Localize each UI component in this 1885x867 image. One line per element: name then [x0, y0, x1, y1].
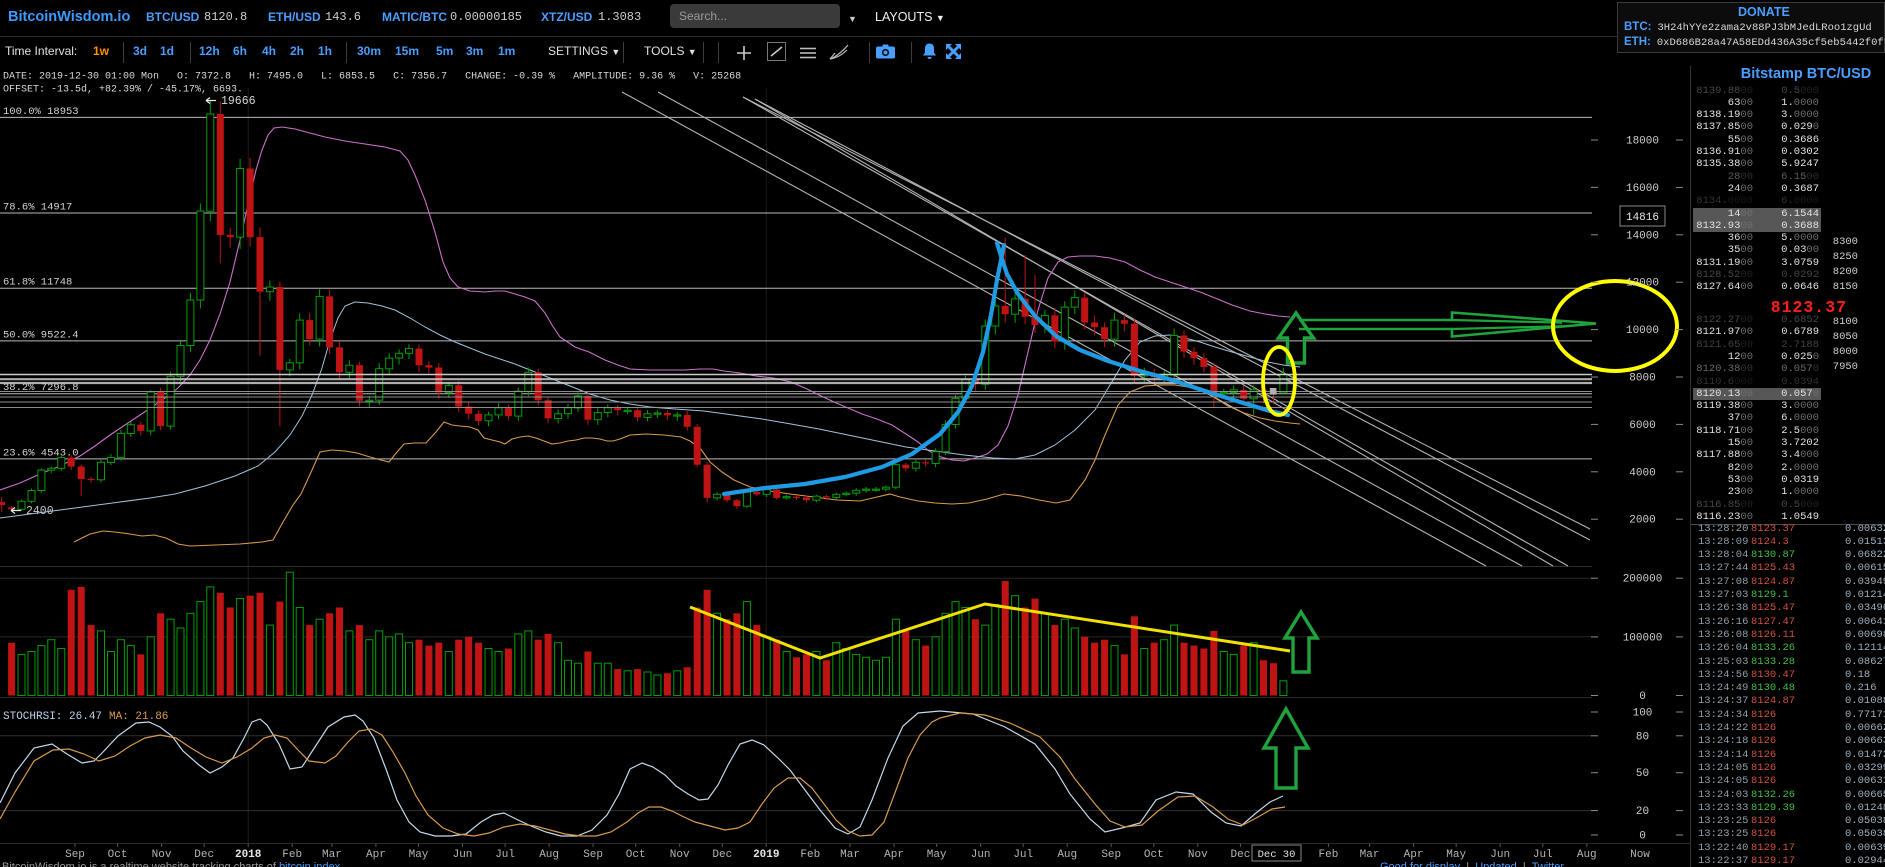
svg-text:Aug: Aug — [1577, 849, 1597, 861]
svg-text:20: 20 — [1636, 806, 1649, 818]
svg-text:18000: 18000 — [1626, 136, 1659, 148]
svg-text:2400: 2400 — [26, 505, 54, 518]
svg-text:Nov: Nov — [152, 849, 172, 861]
svg-text:0: 0 — [1639, 831, 1646, 843]
svg-text:Mar: Mar — [1360, 849, 1380, 861]
svg-text:12000: 12000 — [1626, 278, 1659, 290]
svg-text:0: 0 — [1639, 691, 1646, 703]
svg-text:100000: 100000 — [1623, 632, 1663, 644]
svg-text:Nov: Nov — [1188, 849, 1208, 861]
svg-text:78.6% 14917: 78.6% 14917 — [3, 202, 72, 214]
svg-text:DATE: 2019-12-30 01:00 Mon O: DATE: 2019-12-30 01:00 Mon O: 7372.8 H: … — [3, 72, 741, 83]
svg-text:Jul: Jul — [1533, 849, 1553, 861]
svg-text:Apr: Apr — [1404, 849, 1424, 861]
svg-text:50.0% 9522.4: 50.0% 9522.4 — [3, 329, 79, 341]
svg-text:Mar: Mar — [840, 849, 860, 861]
svg-text:Apr: Apr — [884, 849, 904, 861]
svg-text:Sep: Sep — [1101, 849, 1121, 861]
svg-text:Sep: Sep — [583, 849, 603, 861]
svg-text:Jun: Jun — [453, 849, 473, 861]
svg-text:38.2% 7296.8: 38.2% 7296.8 — [3, 382, 79, 394]
svg-text:14000: 14000 — [1626, 230, 1659, 242]
svg-text:OFFSET: -13.5d, +82.39% / -45.: OFFSET: -13.5d, +82.39% / -45.17%, 6693. — [3, 84, 243, 96]
svg-text:Dec: Dec — [712, 849, 732, 861]
svg-text:May: May — [927, 849, 947, 861]
svg-text:14816: 14816 — [1626, 212, 1659, 224]
svg-text:10000: 10000 — [1626, 325, 1659, 337]
svg-text:Dec 30: Dec 30 — [1258, 849, 1296, 861]
svg-text:2019: 2019 — [753, 849, 779, 861]
svg-text:Dec: Dec — [194, 849, 214, 861]
svg-text:50: 50 — [1636, 768, 1649, 780]
svg-text:Apr: Apr — [366, 849, 386, 861]
svg-text:May: May — [409, 849, 429, 861]
svg-text:8000: 8000 — [1629, 373, 1655, 385]
svg-text:100.0% 18953: 100.0% 18953 — [3, 106, 79, 118]
svg-text:4000: 4000 — [1629, 467, 1655, 479]
svg-text:Oct: Oct — [626, 849, 646, 861]
svg-text:STOCHRSI: 26.47: STOCHRSI: 26.47 — [3, 711, 102, 723]
svg-text:May: May — [1446, 849, 1466, 861]
svg-text:80: 80 — [1636, 731, 1649, 743]
svg-text:Feb: Feb — [282, 849, 302, 861]
svg-text:23.6% 4543.0: 23.6% 4543.0 — [3, 447, 79, 459]
svg-text:Jul: Jul — [495, 849, 515, 861]
svg-text:6000: 6000 — [1629, 420, 1655, 432]
svg-text:Feb: Feb — [800, 849, 820, 861]
svg-text:Aug: Aug — [539, 849, 559, 861]
svg-text:61.8% 11748: 61.8% 11748 — [3, 277, 72, 289]
svg-text:Mar: Mar — [322, 849, 342, 861]
svg-text:100: 100 — [1633, 708, 1653, 720]
svg-text:2018: 2018 — [235, 849, 262, 861]
svg-text:Feb: Feb — [1319, 849, 1339, 861]
svg-text:Now: Now — [1630, 849, 1650, 861]
svg-text:MA: 21.86: MA: 21.86 — [109, 711, 168, 723]
svg-text:Nov: Nov — [670, 849, 690, 861]
svg-text:Dec: Dec — [1231, 849, 1251, 861]
svg-text:Jun: Jun — [1490, 849, 1510, 861]
svg-text:Aug: Aug — [1057, 849, 1077, 861]
svg-text:Oct: Oct — [1144, 849, 1164, 861]
svg-text:Jul: Jul — [1013, 849, 1033, 861]
svg-text:19666: 19666 — [221, 95, 256, 108]
svg-text:16000: 16000 — [1626, 183, 1659, 195]
svg-text:Oct: Oct — [108, 849, 128, 861]
svg-text:200000: 200000 — [1623, 574, 1663, 586]
svg-text:Jun: Jun — [971, 849, 991, 861]
svg-text:2000: 2000 — [1629, 515, 1655, 527]
svg-text:Sep: Sep — [65, 849, 85, 861]
